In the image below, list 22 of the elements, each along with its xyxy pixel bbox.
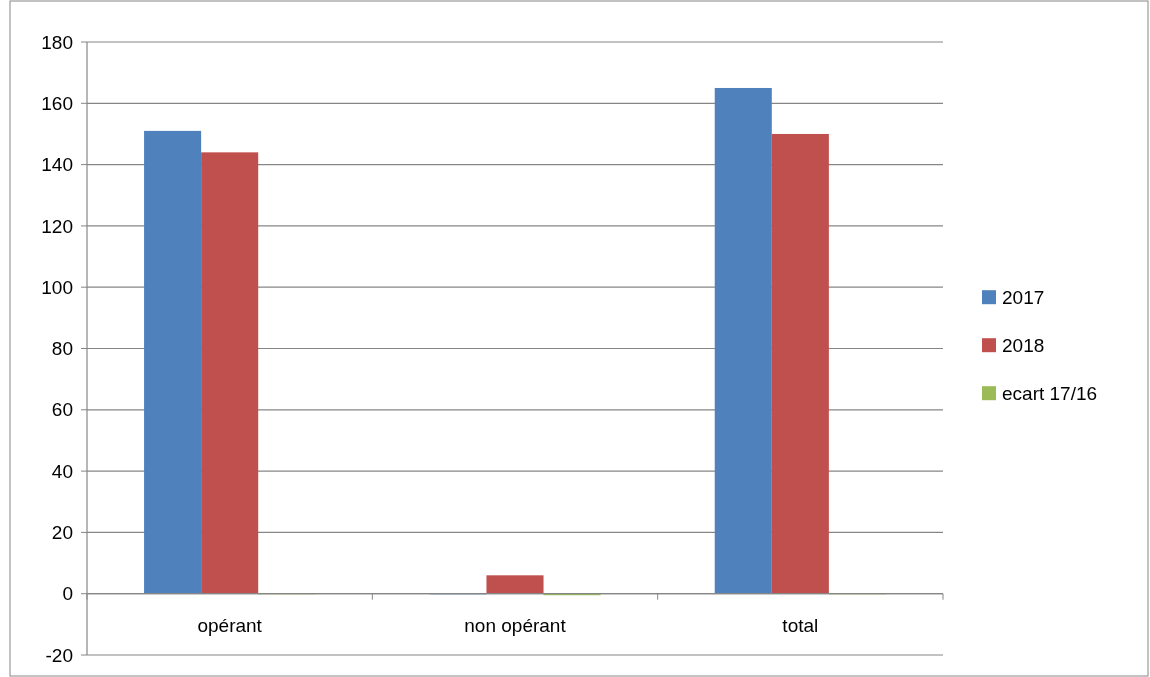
bar <box>771 133 829 594</box>
x-tick-label: total <box>782 614 819 636</box>
bar <box>714 87 772 594</box>
x-tick-label: non opérant <box>464 614 567 636</box>
bar <box>144 130 202 594</box>
y-tick-label: 120 <box>41 215 73 237</box>
y-tick-label: 160 <box>41 92 73 114</box>
bar <box>486 575 544 594</box>
y-tick-label: 60 <box>51 399 73 421</box>
y-tick-label: 140 <box>41 154 73 176</box>
y-tick-label: 80 <box>51 338 73 360</box>
y-tick-label: -20 <box>45 644 73 666</box>
y-tick-label: 100 <box>41 276 73 298</box>
bar <box>201 152 259 594</box>
legend-label: ecart 17/16 <box>1002 382 1098 404</box>
x-tick-label: opérant <box>197 614 263 636</box>
y-tick-label: 180 <box>41 31 73 53</box>
legend-label: 2017 <box>1002 286 1045 308</box>
legend-label: 2018 <box>1002 334 1045 356</box>
y-tick-label: 0 <box>62 583 73 605</box>
y-tick-label: 20 <box>51 522 73 544</box>
y-tick-label: 40 <box>51 460 73 482</box>
